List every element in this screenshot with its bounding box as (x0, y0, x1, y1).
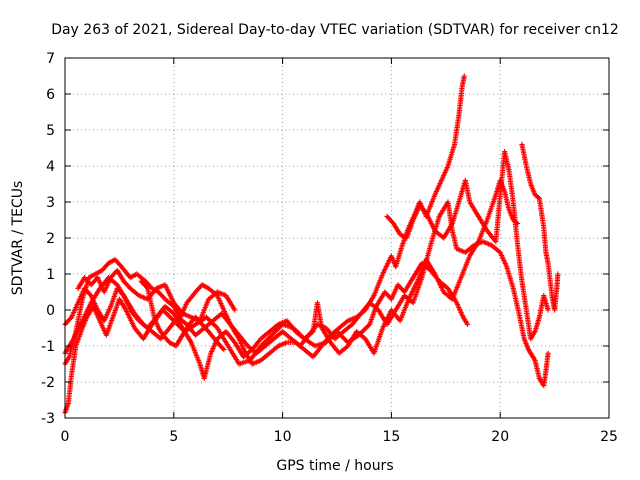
data-marks (62, 73, 561, 416)
x-tick-label: 20 (491, 429, 509, 445)
x-tick-label: 5 (169, 429, 178, 445)
data-point (221, 347, 227, 353)
y-tick-label: 7 (46, 51, 55, 67)
y-tick-label: 1 (46, 267, 55, 283)
y-tick-label: 0 (46, 303, 55, 319)
data-point (555, 271, 561, 277)
data-point (464, 321, 471, 327)
x-axis-label: GPS time / hours (276, 458, 393, 474)
series-trace-b (62, 73, 467, 367)
x-tick-label: 10 (274, 429, 292, 445)
y-tick-label: 5 (46, 123, 55, 139)
series-trace-h (75, 267, 238, 324)
plot-frame (64, 57, 610, 419)
y-tick-label: 6 (46, 87, 55, 103)
y-tick-label: -2 (41, 375, 55, 391)
x-tick-label: 25 (600, 429, 618, 445)
chart-title: Day 263 of 2021, Sidereal Day-to-day VTE… (51, 22, 619, 38)
x-tick-label: 0 (61, 429, 70, 445)
y-axis-label: SDTVAR / TECUs (10, 181, 26, 296)
series-trace-f (519, 141, 561, 313)
data-point (232, 307, 238, 313)
y-tick-label: 2 (46, 231, 55, 247)
y-tick-label: 4 (46, 159, 55, 175)
y-tick-label: 3 (46, 195, 55, 211)
x-tick-label: 15 (382, 429, 400, 445)
data-point (545, 307, 551, 313)
y-tick-label: -3 (41, 411, 55, 427)
series-trace-e (384, 149, 551, 342)
grid (65, 58, 609, 418)
data-point (461, 73, 467, 79)
data-point (545, 350, 551, 356)
y-tick-label: -1 (41, 339, 55, 355)
